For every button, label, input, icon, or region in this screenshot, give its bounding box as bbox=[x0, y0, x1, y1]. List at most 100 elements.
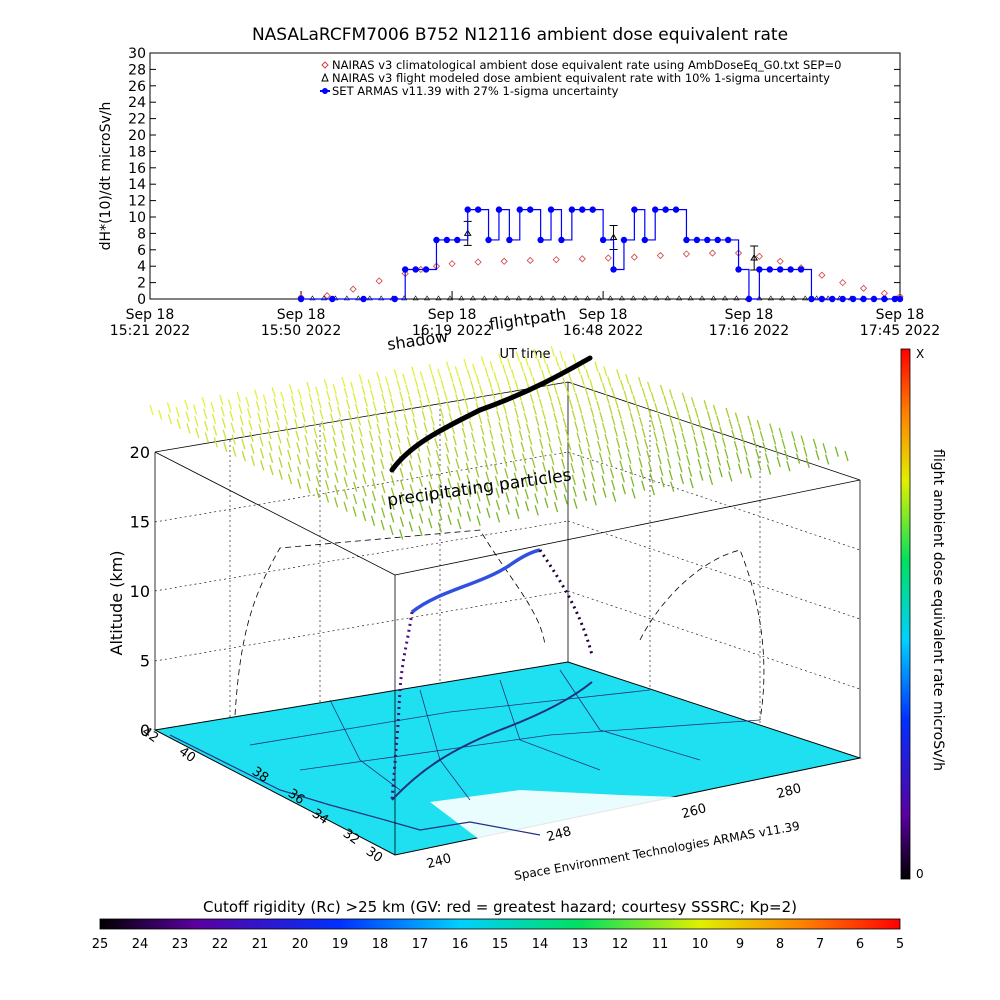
particle-dash bbox=[449, 372, 454, 383]
particle-dash bbox=[241, 438, 246, 450]
particle-dash bbox=[668, 389, 674, 400]
particle-dash bbox=[266, 417, 271, 428]
particle-dash bbox=[239, 415, 244, 426]
nairas-flight-baseline bbox=[355, 295, 362, 301]
armas-point bbox=[495, 206, 503, 213]
particle-dash bbox=[734, 412, 740, 423]
particle-dash bbox=[352, 469, 358, 480]
particle-dash bbox=[476, 491, 481, 502]
particle-dash bbox=[695, 447, 700, 458]
particle-dash bbox=[278, 469, 283, 480]
nairas-clim-point bbox=[818, 271, 826, 279]
nairas-clim-point bbox=[682, 250, 691, 258]
particle-dash bbox=[706, 410, 712, 422]
particle-dash bbox=[725, 407, 730, 419]
particle-dash bbox=[306, 381, 311, 393]
particle-dash bbox=[232, 446, 237, 457]
x-tick-time: 17:16 2022 bbox=[709, 323, 789, 339]
particle-dash bbox=[571, 382, 576, 393]
colorbar-tick-label: 23 bbox=[172, 937, 189, 952]
particle-dash bbox=[646, 450, 651, 461]
particle-dash bbox=[509, 437, 514, 449]
particle-dash bbox=[408, 395, 413, 407]
particle-dash bbox=[399, 516, 404, 527]
particle-dash bbox=[553, 489, 558, 501]
particle-dash bbox=[631, 488, 636, 499]
particle-dash bbox=[583, 385, 589, 396]
particle-dash bbox=[669, 417, 674, 428]
particle-dash bbox=[400, 491, 405, 503]
particle-dash bbox=[657, 453, 662, 465]
longitude-tick-label: 248 bbox=[545, 824, 573, 845]
particle-dash bbox=[315, 463, 320, 474]
particle-dash bbox=[268, 440, 273, 452]
particle-dash bbox=[612, 491, 617, 503]
particle-dash bbox=[747, 415, 752, 426]
particle-dash bbox=[297, 466, 302, 477]
particle-dash bbox=[514, 484, 519, 495]
armas-point bbox=[756, 266, 763, 273]
chart-title: NASALaRCFM7006 B752 N12116 ambient dose … bbox=[252, 25, 788, 45]
particle-dash bbox=[332, 436, 337, 447]
particle-dash bbox=[563, 482, 568, 493]
particle-dash bbox=[324, 492, 330, 503]
particle-dash bbox=[297, 389, 302, 400]
particle-dash bbox=[639, 468, 645, 480]
armas-point bbox=[849, 295, 857, 303]
particle-dash bbox=[241, 450, 246, 462]
armas-point bbox=[516, 206, 523, 213]
nairas-flight-baseline bbox=[595, 295, 602, 301]
particle-dash bbox=[455, 458, 460, 469]
annotation-precipitating: precipitating particles bbox=[386, 465, 573, 511]
particle-dash bbox=[221, 417, 227, 429]
particle-dash bbox=[550, 454, 555, 465]
particle-dash bbox=[249, 431, 254, 443]
particle-dash bbox=[437, 522, 443, 533]
nairas-clim-point bbox=[604, 254, 612, 262]
particle-dash bbox=[544, 497, 549, 508]
particle-dash bbox=[411, 366, 416, 377]
particle-dash bbox=[743, 445, 748, 456]
nairas-clim-point bbox=[859, 284, 868, 292]
particle-dash bbox=[539, 438, 544, 450]
particle-dash bbox=[389, 524, 394, 536]
armas-point bbox=[652, 206, 659, 213]
particle-dash bbox=[315, 475, 320, 486]
x-tick-time: 16:48 2022 bbox=[563, 323, 643, 339]
particle-dash bbox=[496, 410, 501, 422]
particle-dash bbox=[625, 442, 630, 453]
nairas-flight-baseline bbox=[320, 295, 327, 301]
legend-entry: NAIRAS v3 climatological ambient dose eq… bbox=[332, 58, 841, 72]
particle-dash bbox=[223, 441, 228, 453]
particle-dash bbox=[629, 384, 634, 395]
y-tick-label: 10 bbox=[128, 210, 146, 226]
particle-dash bbox=[230, 422, 235, 433]
map-white-region bbox=[430, 790, 820, 840]
particle-dash bbox=[562, 470, 567, 481]
particle-dash bbox=[507, 426, 512, 437]
particle-dash bbox=[608, 456, 613, 467]
particle-dash bbox=[388, 439, 393, 450]
y-tick-label: 8 bbox=[137, 226, 146, 242]
particle-dash bbox=[594, 361, 599, 372]
particle-dash bbox=[495, 499, 501, 511]
particle-dash bbox=[195, 427, 200, 439]
right-colorbar-label: flight ambient dose equivalent rate micr… bbox=[930, 449, 946, 771]
particle-dash bbox=[553, 501, 559, 513]
particle-dash bbox=[292, 407, 297, 418]
particle-dash bbox=[490, 388, 496, 399]
particle-dash bbox=[553, 384, 558, 396]
particle-dash bbox=[487, 377, 493, 389]
particle-dash bbox=[687, 466, 693, 477]
particle-dash bbox=[745, 456, 750, 467]
nairas-flight-baseline bbox=[538, 295, 545, 301]
armas-point bbox=[558, 236, 565, 244]
particle-dash bbox=[390, 499, 395, 511]
particle-dash bbox=[426, 445, 431, 456]
nairas-flight-baseline bbox=[618, 295, 625, 301]
particle-dash bbox=[332, 384, 337, 395]
particle-dash bbox=[409, 484, 414, 495]
y-axis-label: dH*(10)/dt microSv/h bbox=[98, 102, 114, 251]
particle-dash bbox=[486, 495, 491, 506]
